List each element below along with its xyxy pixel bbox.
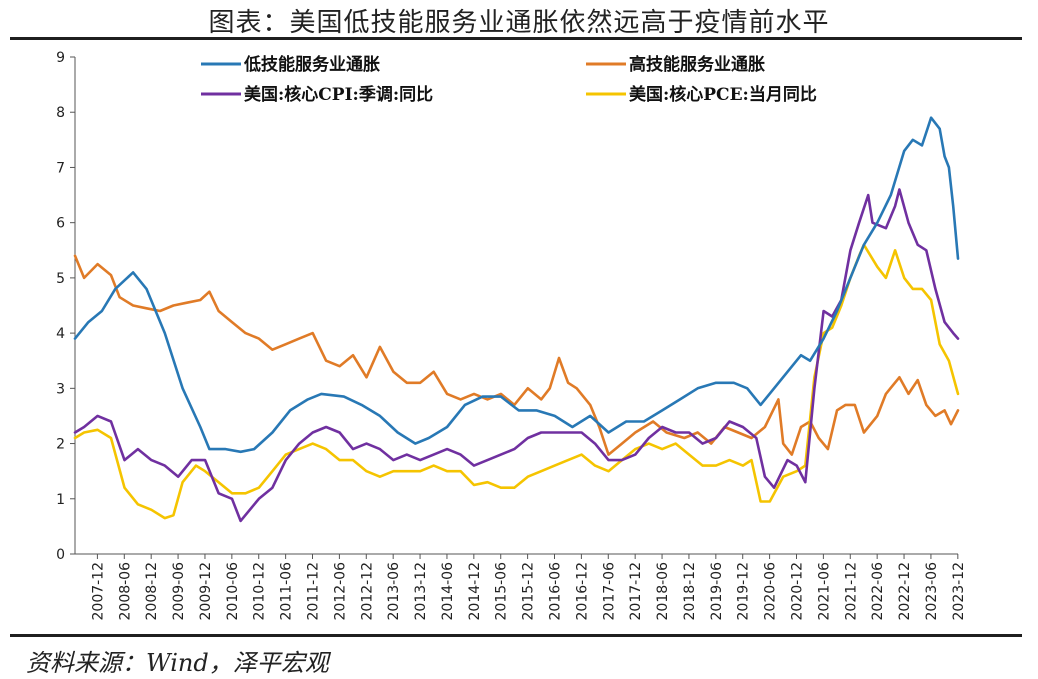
x-tick-label: 2017-06 <box>601 562 617 621</box>
x-tick-label: 2012-12 <box>359 562 375 621</box>
x-tick-label: 2020-06 <box>763 562 779 621</box>
x-tick-label: 2016-06 <box>548 562 564 621</box>
x-tick-label: 2022-06 <box>870 562 886 621</box>
x-tick-label: 2020-12 <box>789 562 805 621</box>
x-tick-label: 2007-12 <box>90 562 106 621</box>
series-line-2 <box>73 188 960 523</box>
top-rule <box>10 37 1022 40</box>
x-tick-label: 2013-12 <box>413 562 429 621</box>
x-tick-label: 2023-06 <box>924 562 940 621</box>
y-tick-label: 5 <box>56 271 65 287</box>
y-tick-label: 7 <box>56 160 65 176</box>
x-tick-label: 2018-06 <box>655 562 671 621</box>
y-tick-label: 3 <box>56 381 65 397</box>
x-tick-label: 2019-12 <box>736 562 752 621</box>
x-tick-label: 2008-06 <box>117 562 133 621</box>
legend-label-0: 低技能服务业通胀 <box>243 54 380 75</box>
bottom-rule <box>10 634 1022 637</box>
source-note: 资料来源：Wind，泽平宏观 <box>26 649 329 677</box>
x-tick-label: 2010-06 <box>225 562 241 621</box>
series-line-3 <box>73 243 960 520</box>
x-tick-label: 2009-12 <box>198 562 214 621</box>
legend-label-1: 高技能服务业通胀 <box>629 54 765 75</box>
x-tick-label: 2008-12 <box>144 562 160 621</box>
y-tick-label: 8 <box>56 105 65 121</box>
x-tick-label: 2017-12 <box>628 562 644 621</box>
line-chart: 0 1 2 3 4 5 6 7 8 9 2007-12 2008-06 2008-12 2009-06 20… <box>56 50 967 621</box>
x-tick-label: 2021-06 <box>816 562 832 621</box>
y-tick-label: 1 <box>56 492 65 508</box>
legend-label-3: 美国:核心PCE:当月同比 <box>629 84 817 105</box>
x-tick-label: 2012-06 <box>332 562 348 621</box>
legend-label-2: 美国:核心CPI:季调:同比 <box>244 84 433 105</box>
x-tick-label: 2019-06 <box>709 562 725 621</box>
x-tick-label: 2015-12 <box>521 562 537 621</box>
y-tick-label: 0 <box>56 547 65 563</box>
x-tick-label: 2015-06 <box>494 562 510 621</box>
x-tick-label: 2016-12 <box>574 562 590 621</box>
series-line-0 <box>73 116 960 454</box>
x-tick-label: 2010-12 <box>252 562 268 621</box>
x-tick-label: 2023-12 <box>951 562 967 621</box>
y-tick-label: 2 <box>56 437 65 453</box>
axes: 0 1 2 3 4 5 6 7 8 9 2007-12 2008-06 2008-12 2009-06 20… <box>56 50 967 621</box>
x-tick-label: 2014-12 <box>467 562 483 621</box>
x-tick-label: 2018-12 <box>682 562 698 621</box>
x-tick-label: 2014-06 <box>440 562 456 621</box>
series-line-1 <box>73 254 960 456</box>
y-tick-label: 9 <box>56 50 65 66</box>
chart-title: 图表：美国低技能服务业通胀依然远高于疫情前水平 <box>208 8 830 38</box>
x-tick-label: 2013-06 <box>386 562 402 621</box>
y-tick-label: 4 <box>56 326 65 342</box>
x-tick-label: 2011-12 <box>306 562 322 621</box>
series-lines <box>73 116 960 523</box>
y-tick-label: 6 <box>56 216 65 232</box>
x-tick-label: 2009-06 <box>171 562 187 621</box>
x-tick-label: 2021-12 <box>843 562 859 621</box>
x-tick-label: 2022-12 <box>897 562 913 621</box>
x-tick-label: 2011-06 <box>279 562 295 621</box>
